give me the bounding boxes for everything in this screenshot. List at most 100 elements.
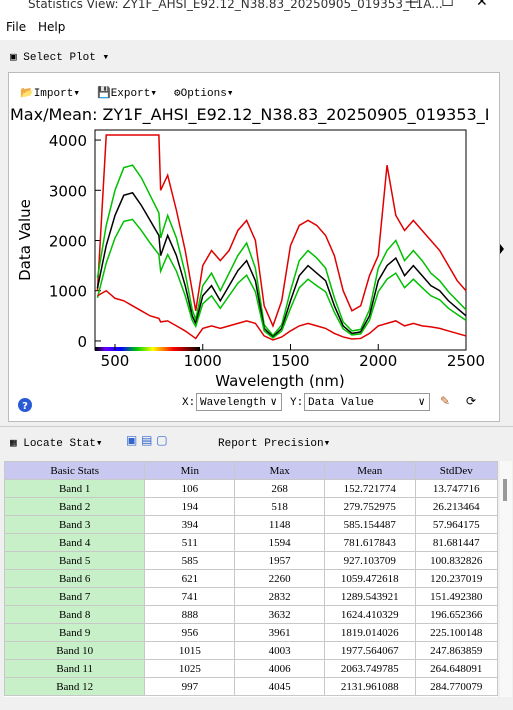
x-select-label: X: xyxy=(182,397,196,409)
y-select-value: Data Value xyxy=(308,397,375,409)
x-tick-label: 2000 xyxy=(359,352,397,370)
series-line xyxy=(96,134,467,328)
cell: 956 xyxy=(144,623,236,642)
stats-table-wrap: Basic Stats Min Max Mean StdDev Band 1 106 268 1… xyxy=(4,461,498,697)
table-row: Band 3 394 1148 585.154487 57.964175 xyxy=(4,515,498,534)
table-row: Band 2 194 518 279.752975 26.213464 xyxy=(4,497,498,516)
band-cell: Band 6 xyxy=(4,569,146,588)
cell: 26.213464 xyxy=(414,497,498,516)
band-cell: Band 8 xyxy=(4,605,146,624)
pencil-icon[interactable]: ✎ xyxy=(440,394,451,408)
cell: 1624.410329 xyxy=(324,605,416,624)
table-row: Band 9 956 3961 1819.014026 225.100148 xyxy=(4,623,498,642)
cell: 585 xyxy=(144,551,236,570)
cell: 927.103709 xyxy=(324,551,416,570)
cell: 1594 xyxy=(234,533,326,552)
cell: 3961 xyxy=(234,623,326,642)
band-cell: Band 7 xyxy=(4,587,146,606)
refresh-icon[interactable]: ⟳ xyxy=(466,394,477,408)
import-button[interactable]: 📂Import▾ xyxy=(20,88,80,100)
band-cell: Band 12 xyxy=(4,677,146,696)
cell: 1059.472618 xyxy=(324,569,416,588)
x-axis-label: Wavelength (nm) xyxy=(215,372,345,390)
y-tick-label: 0 xyxy=(77,333,87,351)
cell: 585.154487 xyxy=(324,515,416,534)
y-select[interactable]: Data Value ∨ xyxy=(304,393,430,411)
help-icon[interactable] xyxy=(18,398,32,412)
band-cell: Band 9 xyxy=(4,623,146,642)
view-icons[interactable]: ▣ ▤ ▢ xyxy=(126,433,168,447)
menu-bar: File Help xyxy=(0,14,513,40)
stats-table: Basic Stats Min Max Mean StdDev Band 1 106 268 1… xyxy=(4,461,498,696)
column-header: Mean xyxy=(324,461,416,480)
cell: 196.652366 xyxy=(414,605,498,624)
table-row: Band 1 106 268 152.721774 13.747716 xyxy=(4,479,498,498)
cell: 151.492380 xyxy=(414,587,498,606)
column-header: Max xyxy=(234,461,326,480)
locate-stat[interactable]: ▦ Locate Stat▾ xyxy=(10,438,103,450)
cell: 2832 xyxy=(234,587,326,606)
y-select-label: Y: xyxy=(290,397,304,409)
band-cell: Band 2 xyxy=(4,497,146,516)
table-row: Band 5 585 1957 927.103709 100.832826 xyxy=(4,551,498,570)
cell: 394 xyxy=(144,515,236,534)
export-button[interactable]: 💾Export▾ xyxy=(97,88,157,100)
expand-arrow[interactable] xyxy=(500,244,504,254)
cell: 100.832826 xyxy=(414,551,498,570)
locate-stat-label: Locate Stat xyxy=(23,438,96,450)
divider xyxy=(0,426,513,427)
cell: 997 xyxy=(144,677,236,696)
cell: 621 xyxy=(144,569,236,588)
cell: 741 xyxy=(144,587,236,606)
x-tick-label: 500 xyxy=(101,352,130,370)
column-header: StdDev xyxy=(414,461,498,480)
window-buttons[interactable]: — ☐ ✕ xyxy=(405,0,488,10)
y-tick-label: 1000 xyxy=(49,283,87,301)
cell: 13.747716 xyxy=(414,479,498,498)
cell: 4003 xyxy=(234,641,326,660)
menu-item[interactable]: File xyxy=(6,20,27,34)
band-cell: Band 5 xyxy=(4,551,146,570)
window-title: Statistics View: ZY1F_AHSI_E92.12_N38.83… xyxy=(28,0,443,11)
plot-area xyxy=(94,129,467,351)
report-precision-label: Report Precision xyxy=(218,438,324,450)
x-select[interactable]: Wavelength ∨ xyxy=(196,393,282,411)
cell: 225.100148 xyxy=(414,623,498,642)
report-precision[interactable]: Report Precision▾ xyxy=(218,438,331,450)
table-row: Band 6 621 2260 1059.472618 120.237019 xyxy=(4,569,498,588)
cell: 518 xyxy=(234,497,326,516)
band-cell: Band 3 xyxy=(4,515,146,534)
cell: 2063.749785 xyxy=(324,659,416,678)
cell: 1289.543921 xyxy=(324,587,416,606)
title-bar: Statistics View: ZY1F_AHSI_E92.12_N38.83… xyxy=(0,0,513,14)
table-row: Band 12 997 4045 2131.961088 284.770079 xyxy=(4,677,498,696)
options-button[interactable]: ⚙Options▾ xyxy=(174,88,234,100)
cell: 2131.961088 xyxy=(324,677,416,696)
column-header: Basic Stats xyxy=(4,461,146,480)
y-axis-label: Data Value xyxy=(16,199,34,281)
scrollbar[interactable] xyxy=(500,461,512,697)
cell: 1148 xyxy=(234,515,326,534)
y-tick-label: 3000 xyxy=(49,182,87,200)
x-tick-label: 1500 xyxy=(271,352,309,370)
select-plot-label: Select Plot xyxy=(23,52,96,64)
x-tick-label: 2500 xyxy=(447,352,485,370)
cell: 4006 xyxy=(234,659,326,678)
cell: 279.752975 xyxy=(324,497,416,516)
select-plot[interactable]: ▣ Select Plot ▾ xyxy=(10,52,110,64)
band-cell: Band 11 xyxy=(4,659,146,678)
cell: 888 xyxy=(144,605,236,624)
cell: 264.648091 xyxy=(414,659,498,678)
cell: 247.863859 xyxy=(414,641,498,660)
series-line xyxy=(96,164,467,337)
cell: 120.237019 xyxy=(414,569,498,588)
cell: 106 xyxy=(144,479,236,498)
cell: 152.721774 xyxy=(324,479,416,498)
chart: Max/Mean: ZY1F_AHSI_E92.12_N38.83_202509… xyxy=(10,105,504,412)
series-line xyxy=(96,218,467,339)
menu-item[interactable]: Help xyxy=(38,20,66,34)
cell: 1819.014026 xyxy=(324,623,416,642)
cell: 268 xyxy=(234,479,326,498)
band-cell: Band 4 xyxy=(4,533,146,552)
